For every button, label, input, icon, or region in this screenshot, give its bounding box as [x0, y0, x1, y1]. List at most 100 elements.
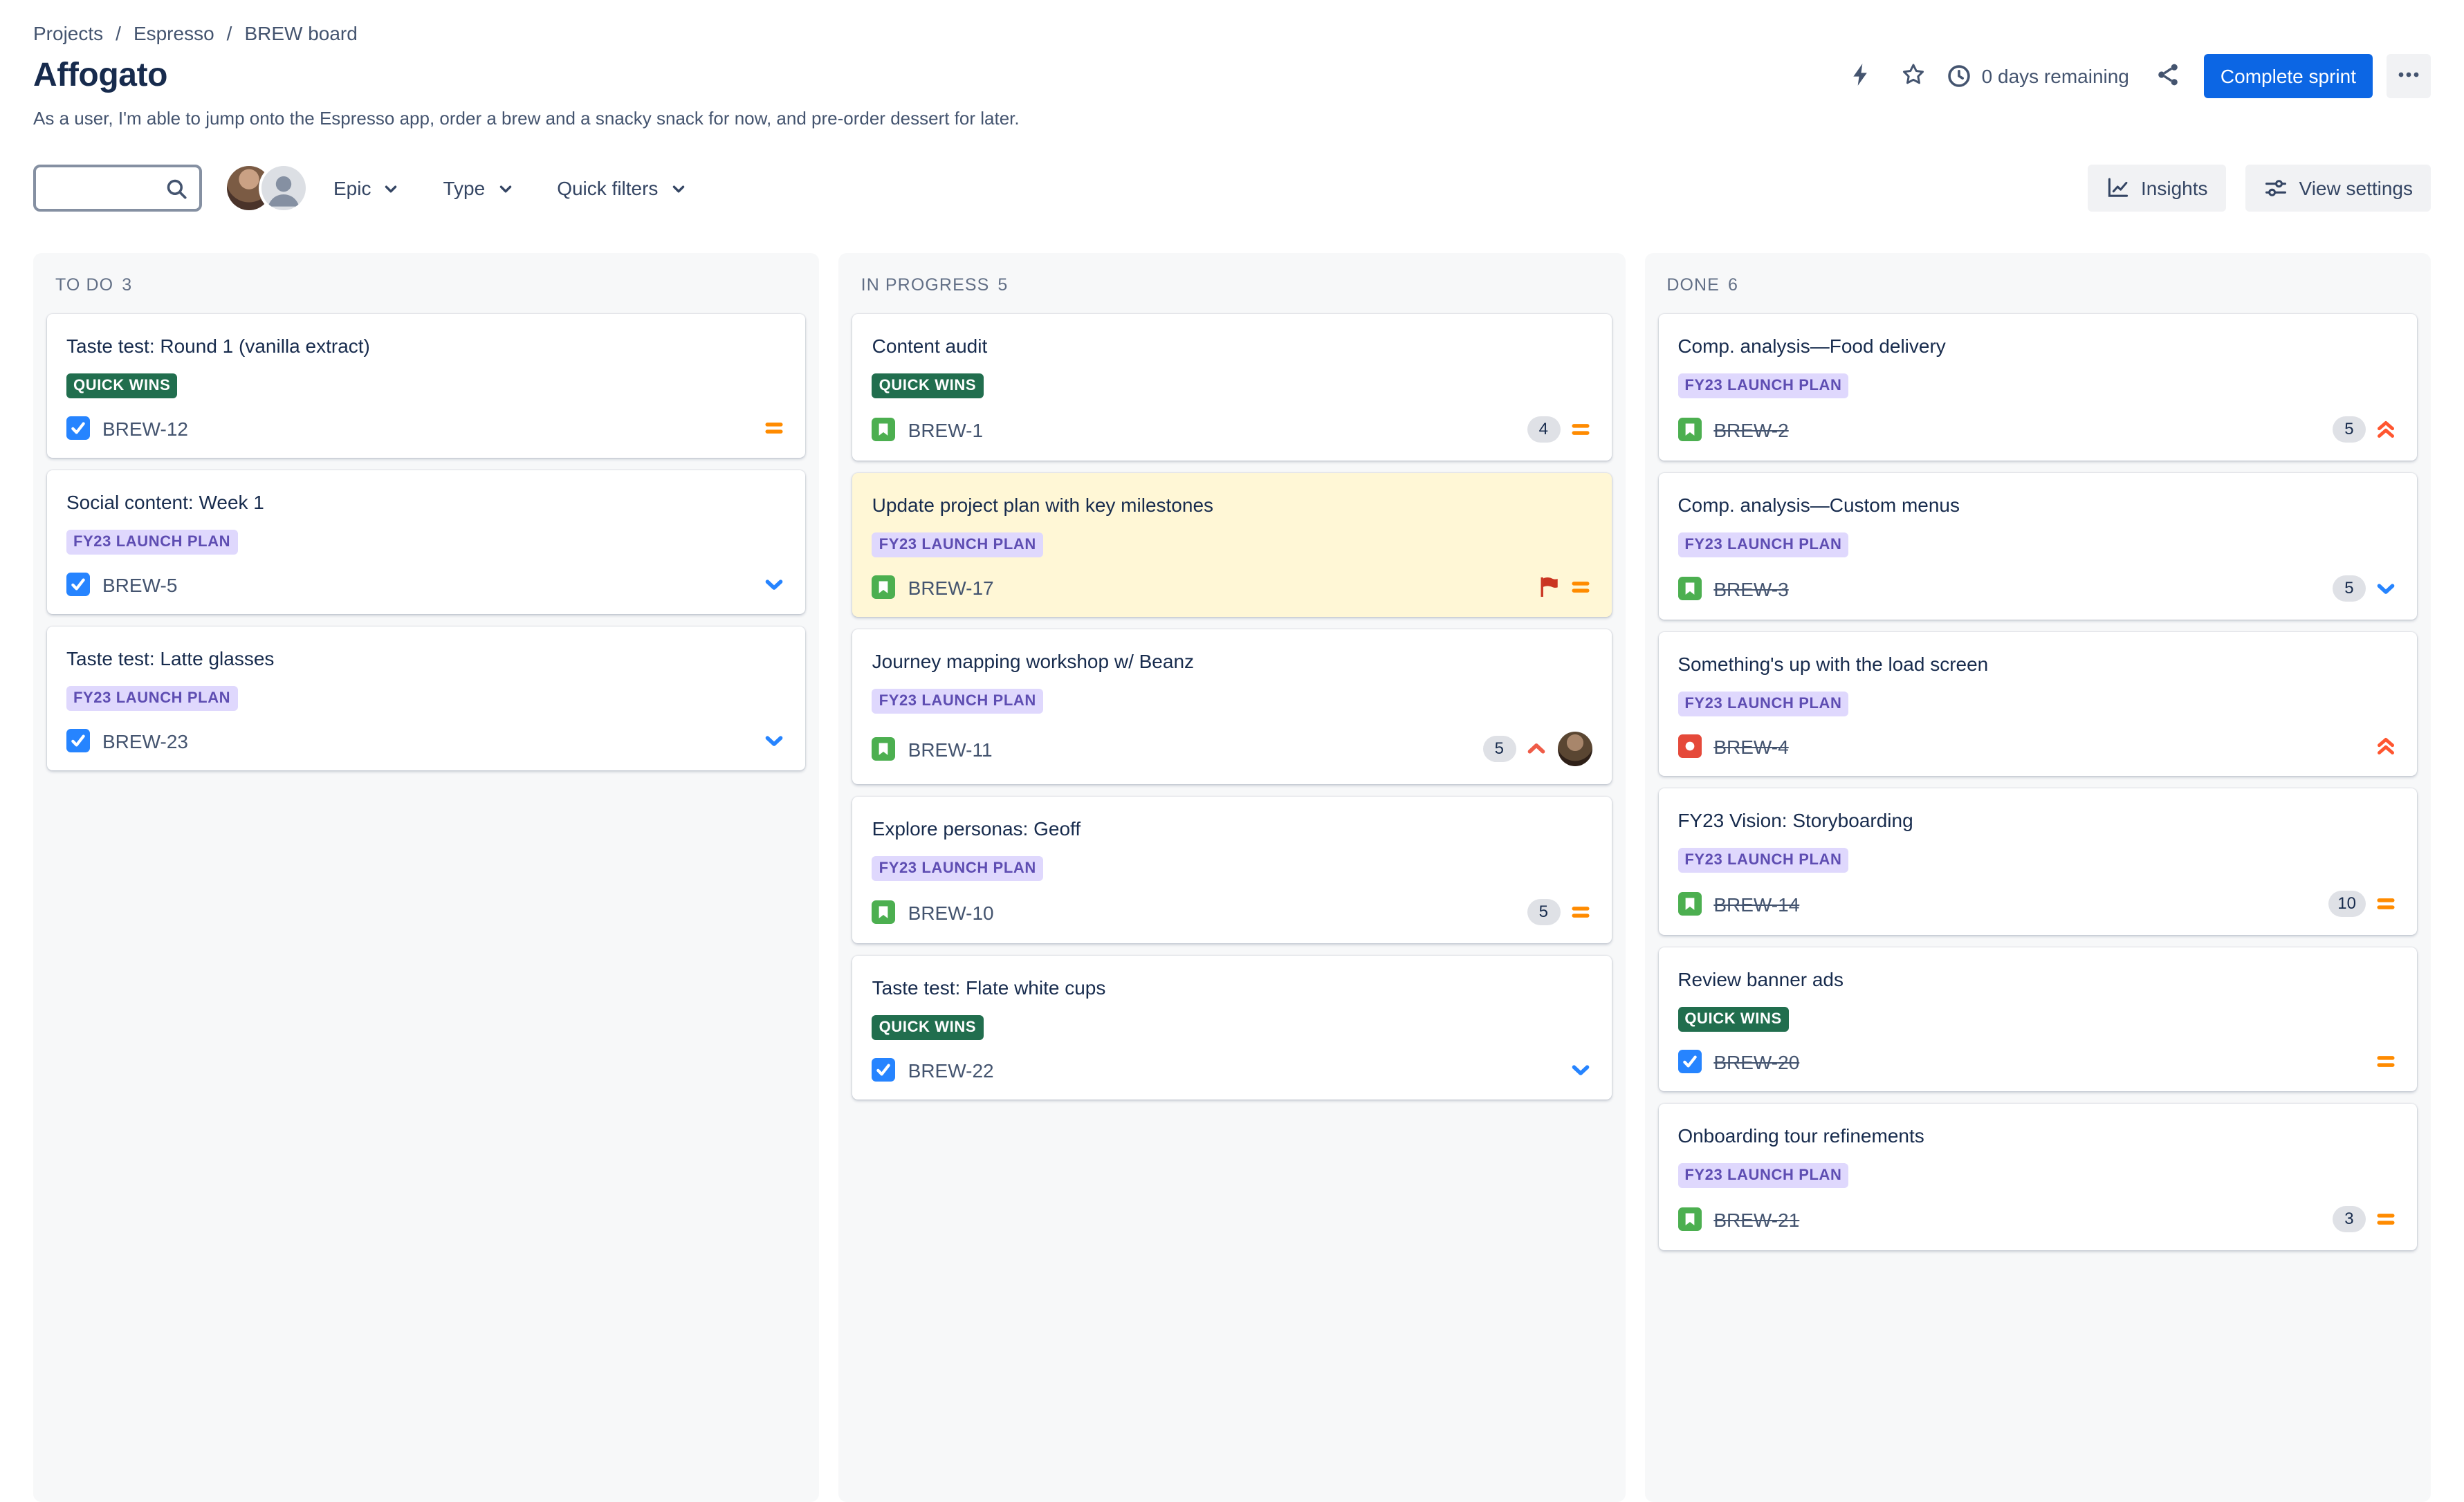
card-key[interactable]: BREW-17 [908, 576, 994, 598]
estimate-badge: 4 [1527, 416, 1561, 443]
card-footer: BREW-20 [1677, 1050, 2398, 1073]
board-card[interactable]: Social content: Week 1 FY23 LAUNCH PLAN … [47, 470, 806, 614]
search-box [33, 165, 202, 212]
unassigned-avatar[interactable] [261, 166, 306, 210]
priority-medium-icon [2374, 1050, 2398, 1073]
epic-filter-button[interactable]: Epic [320, 165, 415, 212]
breadcrumb-separator: / [226, 22, 232, 44]
card-key[interactable]: BREW-3 [1713, 577, 1789, 600]
badge-row: FY23 LAUNCH PLAN [1677, 846, 2398, 873]
card-key[interactable]: BREW-4 [1713, 735, 1789, 757]
story-icon [872, 418, 896, 441]
column-title: DONE [1666, 275, 1720, 295]
card-footer: BREW-12 [66, 416, 787, 440]
complete-sprint-button[interactable]: Complete sprint [2203, 54, 2373, 98]
card-key[interactable]: BREW-11 [908, 738, 993, 760]
chevron-down-icon [380, 178, 401, 198]
insights-button[interactable]: Insights [2087, 165, 2226, 212]
card-key[interactable]: BREW-1 [908, 418, 984, 441]
card-key[interactable]: BREW-2 [1713, 418, 1789, 441]
card-footer: BREW-2 5 [1677, 416, 2398, 443]
card-key[interactable]: BREW-5 [102, 573, 178, 595]
card-footer-right [2374, 1050, 2398, 1073]
card-footer-right [763, 729, 787, 752]
breadcrumb-board[interactable]: BREW board [244, 22, 358, 44]
board-card[interactable]: Taste test: Round 1 (vanilla extract) QU… [47, 314, 806, 458]
priority-medium-icon [2374, 892, 2398, 916]
column-card-list: Taste test: Round 1 (vanilla extract) QU… [33, 311, 820, 784]
card-footer: BREW-11 5 [872, 732, 1592, 766]
board-column: TO DO 3 Taste test: Round 1 (vanilla ext… [33, 253, 820, 1502]
card-key[interactable]: BREW-22 [908, 1059, 994, 1081]
epic-badge: FY23 LAUNCH PLAN [1677, 1163, 1849, 1188]
card-footer: BREW-14 10 [1677, 891, 2398, 917]
board-card[interactable]: Review banner ads QUICK WINS BREW-20 [1658, 947, 2417, 1091]
quick-filters-button[interactable]: Quick filters [543, 165, 702, 212]
board-column: DONE 6 Comp. analysis—Food delivery FY23… [1644, 253, 2431, 1502]
board-card[interactable]: Update project plan with key milestones … [852, 473, 1612, 617]
card-key[interactable]: BREW-12 [102, 417, 188, 439]
breadcrumb-project[interactable]: Espresso [133, 22, 214, 44]
assignee-avatars [227, 166, 306, 210]
card-title: Explore personas: Geoff [872, 817, 1081, 840]
search-input[interactable] [47, 176, 160, 201]
board-card[interactable]: Onboarding tour refinements FY23 LAUNCH … [1658, 1104, 2417, 1250]
card-key[interactable]: BREW-14 [1713, 893, 1800, 915]
badge-row: FY23 LAUNCH PLAN [1677, 372, 2398, 398]
flag-icon [1536, 575, 1560, 599]
breadcrumb-projects[interactable]: Projects [33, 22, 104, 44]
card-footer-right: 5 [2332, 416, 2398, 443]
board-card[interactable]: Comp. analysis—Custom menus FY23 LAUNCH … [1658, 473, 2417, 620]
assignee-avatar [1557, 732, 1592, 766]
column-title: TO DO [55, 275, 114, 295]
story-icon [1677, 892, 1702, 916]
epic-badge: FY23 LAUNCH PLAN [872, 856, 1043, 881]
card-key[interactable]: BREW-10 [908, 901, 994, 923]
breadcrumb: Projects / Espresso / BREW board [33, 22, 2431, 44]
card-title: Taste test: Flate white cups [872, 976, 1106, 999]
board-card[interactable]: Taste test: Latte glasses FY23 LAUNCH PL… [47, 627, 806, 770]
epic-badge: QUICK WINS [872, 1015, 984, 1040]
type-filter-button[interactable]: Type [429, 165, 529, 212]
board-card[interactable]: Comp. analysis—Food delivery FY23 LAUNCH… [1658, 314, 2417, 461]
column-card-list: Content audit QUICK WINS BREW-1 4 [839, 311, 1626, 1113]
priority-medium-icon [763, 416, 787, 440]
insights-chart-icon [2105, 176, 2130, 201]
epic-filter-label: Epic [333, 177, 371, 199]
task-icon [872, 1058, 896, 1082]
share-button[interactable] [2146, 54, 2190, 98]
card-key[interactable]: BREW-20 [1713, 1050, 1800, 1073]
epic-badge: FY23 LAUNCH PLAN [872, 689, 1043, 714]
card-title: FY23 Vision: Storyboarding [1677, 809, 1913, 831]
favorite-star-button[interactable] [1892, 54, 1936, 98]
priority-low-icon [763, 729, 787, 752]
automation-lightning-button[interactable] [1839, 54, 1884, 98]
board-toolbar: Epic Type Quick filters Insights [33, 165, 2431, 212]
epic-badge: QUICK WINS [872, 373, 984, 398]
story-icon [872, 575, 896, 599]
badge-row: FY23 LAUNCH PLAN [872, 531, 1592, 557]
view-settings-button[interactable]: View settings [2245, 165, 2431, 212]
board-card[interactable]: FY23 Vision: Storyboarding FY23 LAUNCH P… [1658, 788, 2417, 935]
board-card[interactable]: Something's up with the load screen FY23… [1658, 632, 2417, 776]
card-key[interactable]: BREW-23 [102, 730, 188, 752]
column-title: IN PROGRESS [861, 275, 990, 295]
board-card[interactable]: Journey mapping workshop w/ Beanz FY23 L… [852, 629, 1612, 784]
card-title: Taste test: Latte glasses [66, 647, 275, 669]
board-card[interactable]: Content audit QUICK WINS BREW-1 4 [852, 314, 1612, 461]
estimate-badge: 5 [2332, 575, 2366, 602]
badge-row: QUICK WINS [872, 372, 1592, 398]
card-key[interactable]: BREW-21 [1713, 1208, 1800, 1230]
more-actions-button[interactable] [2387, 54, 2431, 98]
story-icon [1677, 418, 1702, 441]
board-card[interactable]: Explore personas: Geoff FY23 LAUNCH PLAN… [852, 797, 1612, 943]
card-footer-right [2374, 734, 2398, 758]
card-footer-right [763, 573, 787, 596]
card-footer-right: 5 [1482, 732, 1592, 766]
board-card[interactable]: Taste test: Flate white cups QUICK WINS … [852, 956, 1612, 1100]
column-header: IN PROGRESS 5 [839, 253, 1626, 311]
card-footer: BREW-3 5 [1677, 575, 2398, 602]
sprint-time-remaining: 0 days remaining [1947, 64, 2129, 89]
board: TO DO 3 Taste test: Round 1 (vanilla ext… [33, 253, 2431, 1502]
chevron-down-icon [495, 178, 515, 198]
